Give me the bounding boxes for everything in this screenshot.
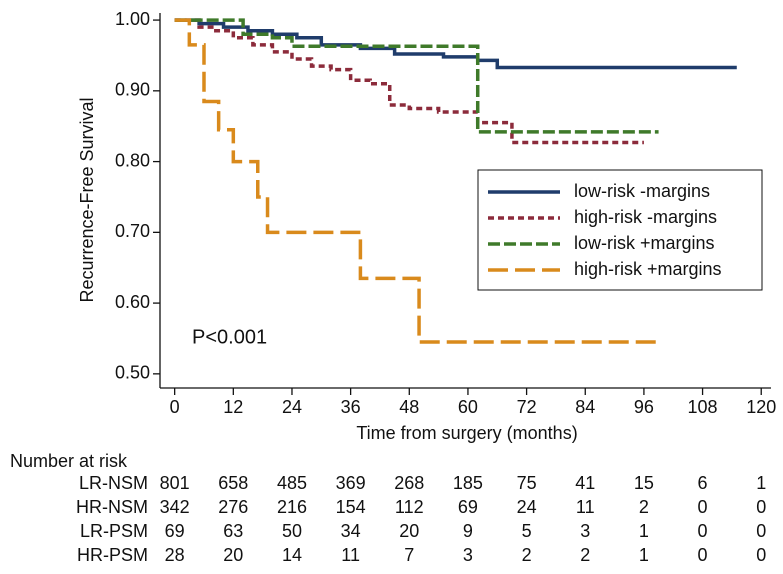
risk-count: 485 [277,473,307,493]
x-tick-label: 108 [688,397,718,417]
x-tick-label: 84 [575,397,595,417]
risk-row-label: LR-NSM [79,473,148,493]
risk-count: 20 [399,521,419,541]
risk-table-title: Number at risk [10,451,128,471]
risk-count: 0 [756,497,766,517]
risk-count: 28 [165,545,185,565]
y-tick-label: 0.50 [115,363,150,383]
survival-curve [174,18,659,134]
legend-label: high-risk -margins [574,207,717,227]
x-axis-label: Time from surgery (months) [356,423,577,443]
risk-count: 2 [580,545,590,565]
risk-count: 268 [394,473,424,493]
risk-count: 5 [522,521,532,541]
risk-count: 342 [160,497,190,517]
x-tick-label: 96 [634,397,654,417]
x-tick-label: 72 [517,397,537,417]
risk-count: 0 [756,545,766,565]
risk-count: 0 [698,497,708,517]
x-tick-label: 36 [341,397,361,417]
risk-count: 41 [575,473,595,493]
y-axis-label: Recurrence-Free Survival [77,97,97,302]
risk-count: 63 [223,521,243,541]
risk-count: 2 [639,497,649,517]
legend-label: low-risk -margins [574,181,710,201]
risk-row-label: HR-PSM [77,545,148,565]
risk-count: 112 [395,497,424,517]
risk-count: 34 [341,521,361,541]
x-tick-label: 60 [458,397,478,417]
x-tick-label: 120 [746,397,776,417]
risk-count: 7 [404,545,414,565]
risk-count: 154 [336,497,366,517]
risk-count: 24 [517,497,537,517]
risk-count: 6 [698,473,708,493]
x-tick-label: 48 [399,397,419,417]
risk-count: 0 [756,521,766,541]
risk-count: 75 [517,473,537,493]
risk-count: 20 [223,545,243,565]
x-tick-label: 12 [223,397,243,417]
risk-count: 658 [218,473,248,493]
risk-count: 15 [634,473,654,493]
y-tick-label: 0.80 [115,150,150,170]
survival-curve [174,18,737,70]
risk-count: 9 [463,521,473,541]
annotation: P<0.001 [192,326,267,348]
y-tick-label: 0.60 [115,292,150,312]
risk-count: 801 [160,473,190,493]
risk-count: 69 [458,497,478,517]
risk-count: 1 [639,521,649,541]
survival-curve [174,18,644,145]
legend-label: high-risk +margins [574,259,722,279]
risk-count: 69 [165,521,185,541]
y-tick-label: 0.70 [115,221,150,241]
risk-row-label: HR-NSM [76,497,148,517]
y-tick-label: 1.00 [115,9,150,29]
risk-count: 1 [639,545,649,565]
risk-count: 369 [336,473,366,493]
risk-count: 50 [282,521,302,541]
risk-count: 11 [341,545,360,565]
y-tick-label: 0.90 [115,80,150,100]
x-tick-label: 0 [170,397,180,417]
risk-count: 0 [698,545,708,565]
x-tick-label: 24 [282,397,302,417]
legend-label: low-risk +margins [574,233,715,253]
risk-row-label: LR-PSM [80,521,148,541]
risk-count: 3 [463,545,473,565]
risk-count: 276 [218,497,248,517]
risk-count: 11 [576,497,595,517]
risk-count: 14 [282,545,302,565]
risk-count: 216 [277,497,307,517]
risk-count: 3 [580,521,590,541]
risk-count: 1 [756,473,766,493]
risk-count: 185 [453,473,483,493]
risk-count: 0 [698,521,708,541]
risk-count: 2 [522,545,532,565]
